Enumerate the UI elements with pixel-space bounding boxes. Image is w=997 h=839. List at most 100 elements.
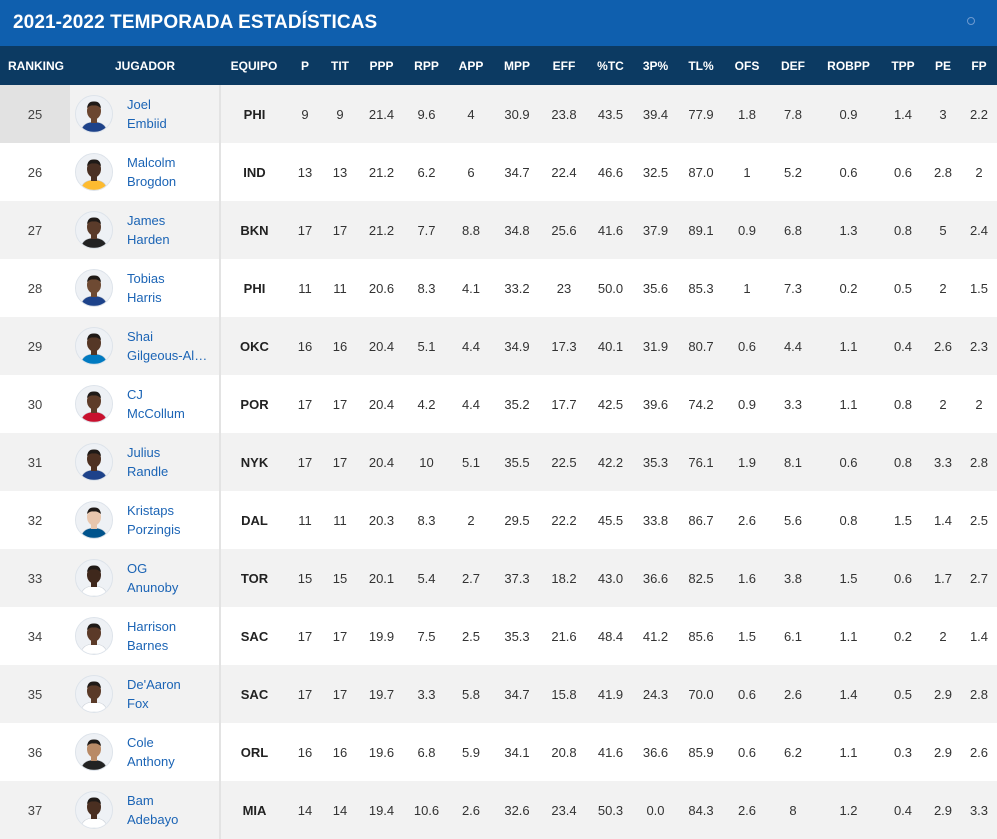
player-cell: CJ McCollum	[70, 375, 221, 433]
stat-cell-tpp: 0.6	[893, 164, 913, 180]
stat-cell-eff: 17.3	[551, 338, 577, 354]
column-header-fp[interactable]: FP	[971, 58, 987, 73]
player-avatar-icon[interactable]	[75, 617, 113, 655]
table-row[interactable]: 34 Harrison Barnes SAC 17 17 19.9 7.5 2.5 35.3 21.…	[0, 607, 997, 665]
column-header-pe[interactable]: PE	[934, 58, 951, 73]
team-cell: ORL	[240, 744, 269, 760]
stat-cell-mpp: 34.9	[504, 338, 530, 354]
stat-cell-tc: 50.3	[597, 802, 624, 818]
player-name-link[interactable]: Shai Gilgeous-Alexander	[127, 327, 211, 365]
stat-cell-eff: 20.8	[551, 744, 577, 760]
player-avatar-icon[interactable]	[75, 95, 113, 133]
table-row[interactable]: 25 Joel Embiid PHI 9 9 21.4 9.6 4 30.9 23.8 43.5 39.…	[0, 85, 997, 143]
stat-cell-tl: 85.9	[688, 744, 714, 760]
column-header-def[interactable]: DEF	[781, 58, 805, 73]
stat-cell-fp: 2.5	[969, 512, 989, 528]
stat-cell-tc: 43.5	[597, 106, 624, 122]
column-header-ofs[interactable]: OFS	[734, 58, 760, 73]
stat-cell-app: 5.1	[461, 454, 481, 470]
player-avatar-icon[interactable]	[75, 327, 113, 365]
player-avatar-icon[interactable]	[75, 733, 113, 771]
player-name-link[interactable]: Kristaps Porzingis	[127, 501, 211, 539]
column-header-ppp[interactable]: PPP	[369, 58, 394, 73]
column-header-p[interactable]: P	[300, 58, 309, 73]
table-row[interactable]: 27 James Harden BKN 17 17 21.2 7.7 8.8 34.8 25.6 41…	[0, 201, 997, 259]
ranking-cell: 31	[27, 454, 43, 470]
column-header-tpp[interactable]: TPP	[891, 58, 915, 73]
player-avatar-icon[interactable]	[75, 443, 113, 481]
table-row[interactable]: 31 Julius Randle NYK 17 17 20.4 10 5.1 35.5 22.5 42…	[0, 433, 997, 491]
stat-cell-tl: 74.2	[688, 396, 714, 412]
player-name-link[interactable]: De'Aaron Fox	[127, 675, 211, 713]
column-header-tit[interactable]: TIT	[331, 58, 349, 73]
stat-cell-pe: 2	[939, 396, 947, 412]
stat-cell-tit: 16	[332, 744, 348, 760]
team-cell: POR	[240, 396, 269, 412]
stat-cell-tit: 11	[333, 512, 347, 528]
player-avatar-icon[interactable]	[75, 791, 113, 829]
player-name-link[interactable]: Cole Anthony	[127, 733, 211, 771]
player-name-link[interactable]: Malcolm Brogdon	[127, 153, 211, 191]
stat-cell-pe: 3.3	[933, 454, 953, 470]
column-header-app[interactable]: APP	[458, 58, 484, 73]
table-row[interactable]: 29 Shai Gilgeous-Alexander OKC 16 16 20.4 5.1 4.…	[0, 317, 997, 375]
player-avatar-icon[interactable]	[75, 559, 113, 597]
column-header-tl[interactable]: TL%	[688, 58, 714, 73]
table-row[interactable]: 33 OG Anunoby TOR 15 15 20.1 5.4 2.7 37.3 18.2 43.0…	[0, 549, 997, 607]
table-row[interactable]: 30 CJ McCollum POR 17 17 20.4 4.2 4.4 35.2 17.7 42.…	[0, 375, 997, 433]
column-header-jugador[interactable]: JUGADOR	[114, 58, 175, 73]
stat-cell-p: 17	[297, 686, 313, 702]
player-first-name: Harrison	[127, 619, 177, 634]
stat-cell-rpp: 5.1	[417, 338, 436, 354]
column-header-robpp[interactable]: ROBPP	[827, 58, 870, 73]
info-icon[interactable]	[967, 17, 975, 25]
ranking-cell: 28	[27, 280, 43, 296]
player-avatar-icon[interactable]	[75, 385, 113, 423]
player-avatar-icon[interactable]	[75, 501, 113, 539]
player-name-link[interactable]: OG Anunoby	[127, 559, 211, 597]
column-header-3p[interactable]: 3P%	[642, 58, 669, 73]
column-header-rpp[interactable]: RPP	[414, 58, 439, 73]
table-row[interactable]: 35 De'Aaron Fox SAC 17 17 19.7 3.3 5.8 34.7 15.8 41…	[0, 665, 997, 723]
column-header-ranking[interactable]: RANKING	[8, 58, 64, 73]
column-header-tc[interactable]: %TC	[597, 58, 624, 73]
player-name-link[interactable]: CJ McCollum	[127, 385, 211, 423]
stat-cell-tit: 11	[333, 280, 347, 296]
stat-cell-tpp: 0.4	[893, 802, 913, 818]
stat-cell-p: 13	[297, 164, 313, 180]
table-row[interactable]: 28 Tobias Harris PHI 11 11 20.6 8.3 4.1 33.2 23 50.…	[0, 259, 997, 317]
player-avatar-icon[interactable]	[75, 675, 113, 713]
stat-cell-p: 16	[297, 744, 313, 760]
table-header-row: RANKING JUGADOR EQUIPO P TIT PPP RPP APP MPP EFF%…	[0, 46, 997, 85]
table-row[interactable]: 37 Bam Adebayo MIA 14 14 19.4 10.6 2.6 32.6 23.4 50…	[0, 781, 997, 839]
player-name-link[interactable]: Harrison Barnes	[127, 617, 211, 655]
player-name-link[interactable]: Julius Randle	[127, 443, 211, 481]
player-name-link[interactable]: Joel Embiid	[127, 95, 211, 133]
column-header-eff[interactable]: EFF	[552, 58, 576, 73]
column-header-mpp[interactable]: MPP	[503, 58, 530, 73]
stat-cell-tc: 41.6	[597, 222, 624, 238]
table-row[interactable]: 26 Malcolm Brogdon IND 13 13 21.2 6.2 6 34.7 22.4 4…	[0, 143, 997, 201]
table-row[interactable]: 32 Kristaps Porzingis DAL 11 11 20.3 8.3 2 29.5 22…	[0, 491, 997, 549]
player-name-link[interactable]: Bam Adebayo	[127, 791, 211, 829]
ranking-cell: 34	[27, 628, 43, 644]
stat-cell-fp: 2.8	[969, 686, 989, 702]
ranking-cell: 30	[27, 396, 43, 412]
stat-cell-tl: 80.7	[688, 338, 714, 354]
player-name-link[interactable]: Tobias Harris	[127, 269, 211, 307]
player-avatar-icon[interactable]	[75, 211, 113, 249]
table-row[interactable]: 36 Cole Anthony ORL 16 16 19.6 6.8 5.9 34.1 20.8 41…	[0, 723, 997, 781]
stat-cell-def: 6.1	[783, 628, 803, 644]
stat-cell-ofs: 1.8	[737, 106, 757, 122]
stat-cell-fp: 2.7	[969, 570, 989, 586]
player-avatar-icon[interactable]	[75, 269, 113, 307]
column-header-equipo[interactable]: EQUIPO	[230, 58, 278, 73]
player-name-link[interactable]: James Harden	[127, 211, 211, 249]
ranking-cell: 27	[27, 222, 43, 238]
stat-cell-robpp: 0.2	[839, 280, 858, 296]
player-avatar-icon[interactable]	[75, 153, 113, 191]
stat-cell-ofs: 1.9	[737, 454, 757, 470]
player-last-name: Harden	[127, 232, 170, 247]
stat-cell-ofs: 2.6	[737, 802, 757, 818]
player-last-name: Anunoby	[127, 580, 179, 595]
